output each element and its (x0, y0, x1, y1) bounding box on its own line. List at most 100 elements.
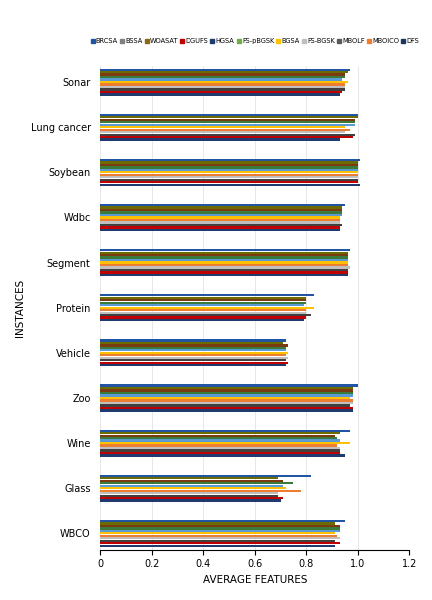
Bar (100, 71, 347, 73)
Bar (100, 184, 360, 186)
Bar (100, 139, 340, 141)
Bar (100, 249, 350, 251)
Bar (100, 407, 353, 409)
Bar (100, 294, 314, 296)
Bar (100, 402, 353, 404)
Bar (100, 430, 350, 432)
Bar (100, 535, 337, 537)
Bar (100, 449, 340, 452)
Bar (100, 266, 350, 269)
Bar (100, 173, 358, 176)
Bar (100, 497, 283, 499)
Bar (100, 347, 286, 349)
Bar (100, 311, 306, 314)
Bar (100, 229, 340, 231)
Bar (100, 392, 353, 394)
Bar (100, 259, 347, 261)
X-axis label: AVERAGE FEATURES: AVERAGE FEATURES (203, 575, 307, 585)
Bar (100, 251, 347, 254)
Bar (100, 309, 306, 311)
Bar (100, 437, 337, 439)
Bar (100, 362, 288, 364)
Bar (100, 397, 350, 399)
Bar (100, 432, 340, 434)
Bar (100, 482, 293, 484)
Bar (100, 447, 340, 449)
Bar (100, 206, 343, 209)
Bar (100, 164, 358, 166)
Bar (100, 304, 304, 307)
Bar (100, 159, 360, 161)
Bar (100, 445, 337, 447)
Bar (100, 169, 358, 171)
Bar (100, 352, 288, 354)
Bar (100, 217, 340, 218)
Bar (100, 274, 347, 276)
Bar (100, 128, 350, 131)
Bar (100, 256, 347, 259)
Bar (100, 385, 358, 386)
Bar (100, 356, 288, 359)
Bar (100, 477, 278, 479)
Bar (100, 349, 286, 352)
Bar (100, 116, 358, 118)
Bar (100, 520, 345, 522)
Bar (100, 126, 345, 128)
Bar (100, 494, 278, 497)
Bar (100, 319, 304, 321)
Bar (100, 404, 350, 407)
Bar (100, 442, 350, 444)
Bar (100, 204, 345, 206)
Bar (100, 211, 343, 214)
Bar (100, 344, 288, 347)
Bar (100, 342, 283, 344)
Bar (100, 264, 347, 266)
Bar (100, 409, 353, 412)
Bar (100, 490, 301, 492)
Bar (100, 136, 353, 138)
Bar (100, 485, 283, 487)
Bar (100, 119, 355, 121)
Bar (100, 527, 340, 530)
Bar (100, 124, 355, 126)
Bar (100, 91, 343, 93)
Bar (100, 302, 306, 304)
Bar (100, 475, 311, 477)
Bar (100, 86, 345, 88)
Bar (100, 81, 347, 83)
Bar (100, 269, 347, 271)
Bar (100, 121, 355, 124)
Bar (100, 389, 353, 392)
Bar (100, 487, 286, 490)
Y-axis label: INSTANCES: INSTANCES (15, 278, 25, 337)
Bar (100, 387, 353, 389)
Bar (100, 83, 345, 86)
Bar (100, 307, 314, 309)
Bar (100, 537, 340, 539)
Legend: BRCSA, BSSA, WOASAT, DGUFS, HGSA, FS-pBGSK, BGSA, FS-BGSK, MBOLF, MBOICO, DFS: BRCSA, BSSA, WOASAT, DGUFS, HGSA, FS-pBG… (90, 38, 420, 45)
Bar (100, 454, 345, 457)
Bar (100, 166, 358, 169)
Bar (100, 316, 306, 319)
Bar (100, 394, 353, 397)
Bar (100, 452, 340, 454)
Bar (100, 181, 358, 184)
Bar (100, 131, 345, 133)
Bar (100, 492, 278, 494)
Bar (100, 113, 358, 116)
Bar (100, 271, 347, 274)
Bar (100, 532, 335, 535)
Bar (100, 542, 340, 544)
Bar (100, 254, 347, 256)
Bar (100, 299, 306, 301)
Bar (100, 224, 343, 226)
Bar (100, 209, 343, 211)
Bar (100, 539, 335, 542)
Bar (100, 339, 286, 341)
Bar (100, 525, 340, 527)
Bar (100, 94, 340, 95)
Bar (100, 400, 353, 401)
Bar (100, 439, 340, 442)
Bar (100, 296, 306, 299)
Bar (100, 499, 281, 502)
